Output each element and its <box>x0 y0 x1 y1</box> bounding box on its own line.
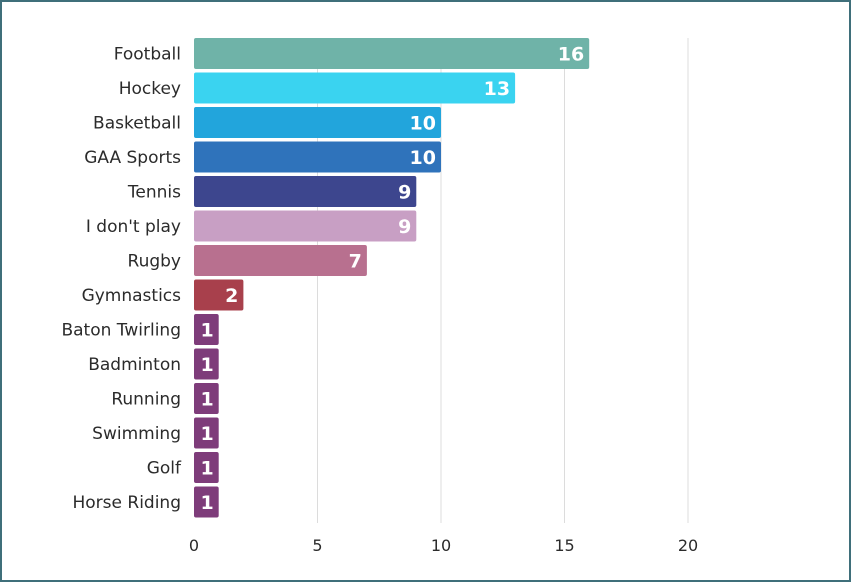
data-label-swimming: 1 <box>200 423 213 445</box>
x-axis-ticks: 0 5 10 15 20 <box>189 536 698 555</box>
bar-rugby <box>194 245 367 276</box>
bar-badminton <box>194 348 219 380</box>
data-label-football: 16 <box>558 44 584 66</box>
bar-i-don-t-play <box>194 210 417 242</box>
category-label-running: Running <box>111 390 181 410</box>
data-label-rugby: 7 <box>349 251 362 273</box>
category-label-gymnastics: Gymnastics <box>82 286 182 306</box>
data-label-horse-riding: 1 <box>200 492 213 514</box>
bar-hockey <box>194 72 516 104</box>
bar-golf <box>194 452 219 483</box>
category-label-horse-riding: Horse Riding <box>72 493 181 513</box>
category-label-football: Football <box>114 45 181 65</box>
bar-football <box>194 38 590 69</box>
data-label-running: 1 <box>200 389 213 411</box>
x-tick-label-5: 5 <box>312 536 322 555</box>
bar-tennis <box>194 176 417 207</box>
category-label-badminton: Badminton <box>88 355 181 375</box>
data-label-basketball: 10 <box>410 113 436 135</box>
data-label-golf: 1 <box>200 458 213 480</box>
data-label-badminton: 1 <box>200 354 213 376</box>
x-tick-label-0: 0 <box>189 536 199 555</box>
bar-swimming <box>194 417 219 449</box>
bar-gaa-sports <box>194 141 441 173</box>
bar-gymnastics <box>194 279 244 311</box>
category-label-gaa-sports: GAA Sports <box>84 148 181 168</box>
bar-basketball <box>194 107 441 138</box>
x-tick-label-20: 20 <box>678 536 698 555</box>
data-label-gymnastics: 2 <box>225 285 238 307</box>
category-label-tennis: Tennis <box>127 183 181 203</box>
bar-running <box>194 383 219 414</box>
category-label-basketball: Basketball <box>93 114 181 134</box>
category-label-hockey: Hockey <box>119 79 181 99</box>
category-label-baton-twirling: Baton Twirling <box>61 321 181 341</box>
bar-baton-twirling <box>194 314 219 345</box>
bar-horse-riding <box>194 486 219 518</box>
x-tick-label-10: 10 <box>431 536 451 555</box>
data-label-gaa-sports: 10 <box>410 147 436 169</box>
data-label-i-don-t-play: 9 <box>398 216 411 238</box>
data-label-baton-twirling: 1 <box>200 320 213 342</box>
category-label-golf: Golf <box>147 459 182 479</box>
category-label-swimming: Swimming <box>92 424 181 444</box>
data-label-tennis: 9 <box>398 182 411 204</box>
data-label-hockey: 13 <box>484 78 510 100</box>
x-tick-label-15: 15 <box>554 536 574 555</box>
category-label-rugby: Rugby <box>128 252 181 272</box>
category-labels: Football Hockey Basketball GAA Sports Tennis… <box>61 45 182 514</box>
category-label-i-don-t-play: I don't play <box>86 217 181 237</box>
